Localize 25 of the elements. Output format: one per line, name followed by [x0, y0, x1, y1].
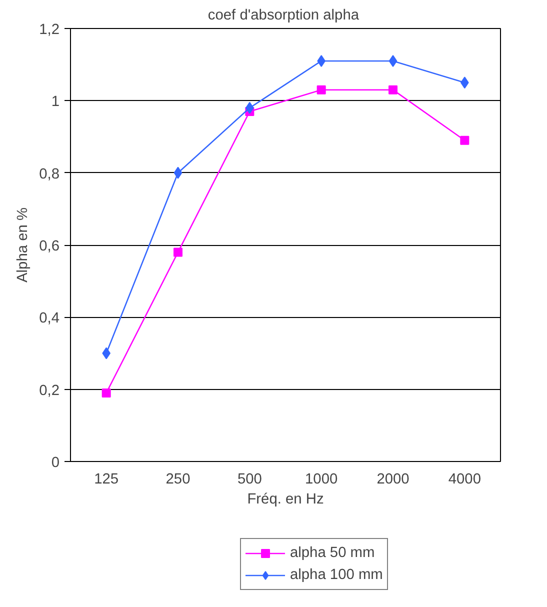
point [316, 85, 326, 94]
y-tick-label: 0,8 [39, 166, 60, 182]
point [388, 54, 398, 67]
x-axis-title: Fréq. en Hz [247, 492, 324, 508]
y-tick-label: 0,2 [39, 382, 60, 399]
point [174, 248, 182, 257]
y-tick-label: 0,6 [39, 238, 60, 254]
y-tick-label: 0,4 [39, 310, 60, 327]
point [388, 85, 398, 94]
legend-label: alpha 100 mm [290, 567, 383, 583]
legend-label: alpha 50 mm [290, 545, 375, 561]
y-tick-label: 0 [51, 455, 60, 471]
chart-title: coef d'absorption alpha [208, 8, 360, 24]
point [460, 136, 470, 145]
x-tick-label: 2000 [376, 472, 410, 488]
point [102, 388, 111, 398]
y-tick-label: 1 [51, 94, 60, 110]
y-axis-title: Alpha en % [15, 208, 32, 282]
point [174, 166, 182, 179]
x-tick-label: 500 [237, 472, 262, 488]
x-tick-label: 1000 [305, 472, 338, 488]
x-tick-label: 4000 [448, 472, 481, 488]
x-tick-label: 125 [94, 472, 119, 488]
y-tick-label: 1,2 [39, 22, 60, 38]
x-tick-label: 250 [166, 472, 190, 488]
